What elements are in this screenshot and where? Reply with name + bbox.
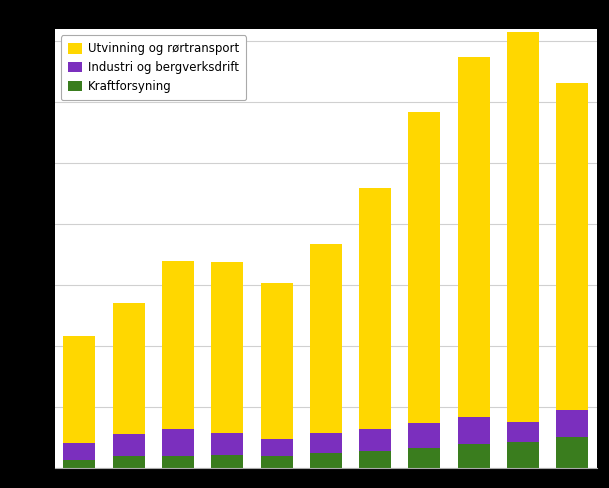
Bar <box>359 429 391 451</box>
Bar <box>359 451 391 468</box>
Bar <box>113 434 145 456</box>
Bar <box>310 453 342 468</box>
Bar <box>63 336 96 443</box>
Bar <box>457 417 490 444</box>
Bar <box>457 444 490 468</box>
Bar <box>261 439 292 456</box>
Legend: Utvinning og rørtransport, Industri og bergverksdrift, Kraftforsyning: Utvinning og rørtransport, Industri og b… <box>61 35 246 100</box>
Bar <box>409 448 440 468</box>
Bar <box>507 422 539 442</box>
Bar <box>211 433 243 455</box>
Bar <box>556 83 588 410</box>
Bar <box>507 442 539 468</box>
Bar <box>261 456 292 468</box>
Bar <box>261 283 292 439</box>
Bar <box>162 429 194 456</box>
Bar <box>556 410 588 437</box>
Bar <box>162 456 194 468</box>
Bar <box>63 460 96 468</box>
Bar <box>63 443 96 460</box>
Bar <box>310 244 342 433</box>
Bar <box>409 112 440 423</box>
Bar <box>457 57 490 417</box>
Bar <box>409 423 440 448</box>
Bar <box>211 455 243 468</box>
Bar <box>211 262 243 433</box>
Bar <box>113 456 145 468</box>
Bar <box>507 32 539 422</box>
Bar <box>162 261 194 429</box>
Bar <box>359 188 391 429</box>
Bar <box>113 303 145 434</box>
Bar <box>310 433 342 453</box>
Bar <box>556 437 588 468</box>
